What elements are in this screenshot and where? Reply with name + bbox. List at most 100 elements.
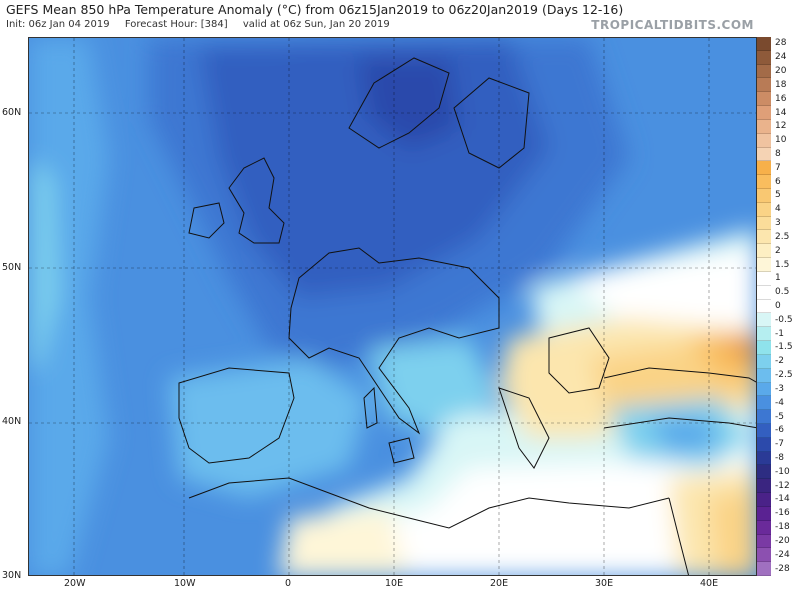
lon-label-10e: 10E [385,578,404,589]
colorbar-swatch [757,202,771,217]
colorbar-swatch [757,451,771,466]
lon-label-30e: 30E [595,578,614,589]
colorbar-swatch [757,437,771,452]
colorbar-label: 1.5 [775,259,790,270]
forecast-hour: Forecast Hour: [384] [124,19,228,30]
colorbar-swatch [757,175,771,190]
lon-label-20e: 20E [490,578,509,589]
colorbar-label: -14 [775,494,790,505]
colorbar-swatch [757,230,771,245]
lat-label-40n: 40N [2,416,22,427]
colorbar-label: 16 [775,93,787,104]
colorbar-swatch [757,396,771,411]
colorbar-swatch [757,106,771,120]
colorbar-label: -28 [775,563,790,574]
colorbar-swatch [757,244,771,259]
anomaly-map [28,37,757,576]
colorbar-swatch [757,423,771,438]
colorbar-label: -8 [775,453,784,464]
colorbar-label: 8 [775,148,781,159]
init-time: Init: 06z Jan 04 2019 [6,19,110,30]
colorbar-swatch [757,285,771,300]
colorbar-swatch [757,354,771,369]
colorbar-swatch [757,92,771,107]
colorbar-label: 5 [775,190,781,201]
colorbar-label: 3 [775,218,781,229]
colorbar-label: -3 [775,383,784,394]
lat-label-50n: 50N [2,262,22,273]
colorbar-label: 2 [775,245,781,256]
colorbar-label: 20 [775,66,787,77]
graticule [29,38,756,575]
lon-label-0: 0 [285,578,292,589]
colorbar-label: -24 [775,549,790,560]
colorbar-label: -12 [775,480,790,491]
colorbar-swatch [757,50,771,65]
colorbar-label: 12 [775,121,787,132]
lon-label-40e: 40E [700,578,719,589]
colorbar-swatch [757,258,771,272]
colorbar-swatch [757,299,771,314]
colorbar-label: -6 [775,425,784,436]
colorbar-label: 18 [775,79,787,90]
colorbar-label: -20 [775,535,790,546]
colorbar-label: -7 [775,439,784,450]
colorbar-swatch [757,327,771,342]
colorbar-swatch [757,520,771,535]
colorbar-swatch [757,368,771,383]
colorbar-label: -5 [775,411,784,422]
colorbar-label: -2 [775,356,784,367]
colorbar-swatch [757,189,771,203]
map-title: GEFS Mean 850 hPa Temperature Anomaly (°… [6,2,624,17]
colorbar-swatch [757,341,771,355]
colorbar-label: -1 [775,328,784,339]
colorbar-label: -16 [775,508,790,519]
lat-label-60n: 60N [2,107,22,118]
colorbar-swatch [757,271,771,286]
lon-label-20w: 20W [64,578,86,589]
colorbar-swatch [757,78,771,93]
colorbar-label: 2.5 [775,231,790,242]
colorbar-label: 28 [775,38,787,49]
colorbar-label: 6 [775,176,781,187]
colorbar-swatch [757,313,771,328]
colorbar [757,37,771,576]
colorbar-label: -4 [775,397,784,408]
colorbar-label: -2.5 [775,370,793,381]
colorbar-swatch [757,147,771,162]
colorbar-label: -1.5 [775,342,793,353]
colorbar-swatch [757,37,771,51]
colorbar-swatch [757,534,771,549]
colorbar-swatch [757,161,771,176]
map-subtitle: Init: 06z Jan 04 2019 Forecast Hour: [38… [6,19,402,30]
brand-logo[interactable]: TROPICALTIDBITS.COM [591,18,754,32]
colorbar-label: 0 [775,301,781,311]
valid-time: valid at 06z Sun, Jan 20 2019 [242,19,390,30]
colorbar-label: 4 [775,204,781,215]
colorbar-label: -0.5 [775,314,793,325]
colorbar-swatch [757,506,771,521]
colorbar-swatch [757,562,771,576]
colorbar-swatch [757,382,771,397]
colorbar-label: -10 [775,466,790,477]
colorbar-label: 14 [775,107,787,118]
colorbar-swatch [757,64,771,79]
colorbar-swatch [757,410,771,424]
colorbar-swatch [757,465,771,480]
colorbar-label: 1 [775,273,781,284]
colorbar-label: 7 [775,162,781,173]
colorbar-label: 24 [775,52,787,63]
colorbar-label: -18 [775,522,790,533]
colorbar-swatch [757,548,771,563]
colorbar-swatch [757,493,771,507]
colorbar-swatch [757,479,771,494]
colorbar-swatch [757,133,771,148]
colorbar-label: 10 [775,135,787,146]
lon-label-10w: 10W [174,578,196,589]
map-canvas [29,38,756,575]
colorbar-label: 0.5 [775,287,790,298]
lat-label-30n: 30N [2,570,22,581]
anomaly-shading [29,38,756,575]
colorbar-swatch [757,119,771,134]
colorbar-swatch [757,216,771,231]
